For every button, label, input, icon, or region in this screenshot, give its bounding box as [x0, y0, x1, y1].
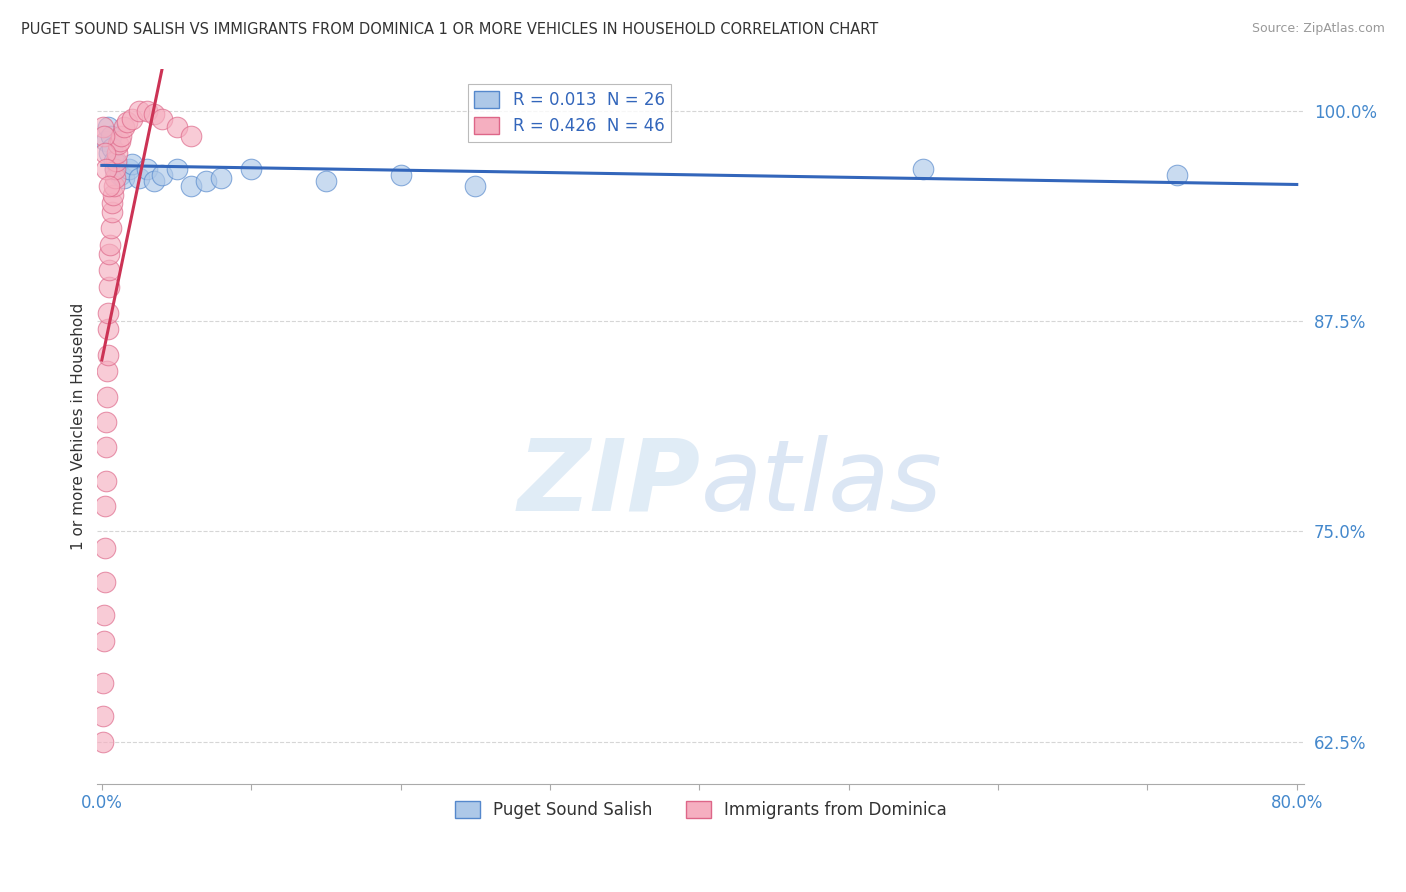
Point	[1166, 168, 1188, 182]
Point	[121, 157, 143, 171]
Point	[97, 120, 120, 135]
Point	[195, 174, 218, 188]
Point	[98, 238, 121, 252]
Point	[94, 145, 117, 160]
Point	[97, 305, 120, 319]
Point	[315, 174, 337, 188]
Point	[112, 120, 135, 135]
Text: Source: ZipAtlas.com: Source: ZipAtlas.com	[1251, 22, 1385, 36]
Point	[135, 162, 157, 177]
Point	[108, 134, 131, 148]
Legend: Puget Sound Salish, Immigrants from Dominica: Puget Sound Salish, Immigrants from Domi…	[449, 794, 953, 825]
Point	[96, 348, 118, 362]
Point	[166, 162, 188, 177]
Point	[128, 103, 150, 118]
Point	[98, 145, 121, 160]
Point	[101, 196, 124, 211]
Point	[128, 170, 150, 185]
Point	[150, 112, 173, 126]
Point	[143, 107, 166, 121]
Point	[94, 541, 117, 556]
Point	[118, 162, 141, 177]
Point	[94, 499, 117, 513]
Point	[96, 415, 118, 429]
Point	[100, 221, 122, 235]
Point	[121, 112, 143, 126]
Point	[912, 162, 935, 177]
Point	[104, 162, 127, 177]
Text: ZIP: ZIP	[517, 434, 700, 532]
Point	[103, 170, 125, 185]
Point	[112, 170, 135, 185]
Point	[103, 154, 125, 169]
Point	[101, 187, 124, 202]
Point	[464, 179, 486, 194]
Point	[91, 120, 114, 135]
Point	[180, 179, 202, 194]
Point	[105, 157, 128, 171]
Point	[91, 734, 114, 748]
Point	[180, 128, 202, 143]
Point	[240, 162, 263, 177]
Point	[98, 263, 121, 277]
Point	[389, 168, 412, 182]
Point	[135, 103, 157, 118]
Point	[91, 675, 114, 690]
Point	[143, 174, 166, 188]
Point	[98, 246, 121, 260]
Point	[104, 162, 127, 177]
Point	[96, 134, 118, 148]
Point	[209, 170, 232, 185]
Point	[105, 145, 128, 160]
Point	[100, 128, 122, 143]
Point	[101, 140, 124, 154]
Point	[93, 633, 115, 648]
Point	[96, 364, 118, 378]
Point	[96, 390, 118, 404]
Point	[108, 168, 131, 182]
Point	[93, 574, 115, 589]
Text: PUGET SOUND SALISH VS IMMIGRANTS FROM DOMINICA 1 OR MORE VEHICLES IN HOUSEHOLD C: PUGET SOUND SALISH VS IMMIGRANTS FROM DO…	[21, 22, 879, 37]
Point	[105, 154, 128, 169]
Point	[115, 115, 138, 129]
Point	[93, 608, 115, 623]
Point	[97, 280, 120, 294]
Point	[110, 128, 132, 143]
Point	[93, 128, 115, 143]
Point	[107, 137, 129, 152]
Point	[94, 440, 117, 454]
Point	[91, 709, 114, 723]
Text: atlas: atlas	[700, 434, 942, 532]
Point	[94, 474, 117, 488]
Point	[97, 322, 120, 336]
Y-axis label: 1 or more Vehicles in Household: 1 or more Vehicles in Household	[72, 302, 86, 549]
Point	[103, 179, 125, 194]
Point	[150, 168, 173, 182]
Point	[166, 120, 188, 135]
Point	[96, 162, 118, 177]
Point	[98, 179, 121, 194]
Point	[100, 204, 122, 219]
